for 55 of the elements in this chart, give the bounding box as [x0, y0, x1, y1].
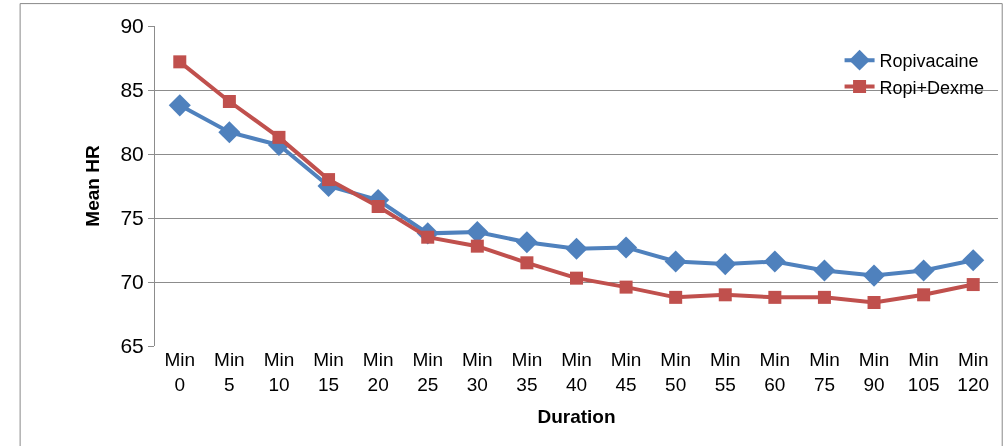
- x-axis-title: Duration: [537, 405, 616, 427]
- point: [867, 295, 881, 309]
- x-tick-label: Min 40: [561, 349, 592, 395]
- point: [669, 290, 683, 304]
- point: [615, 236, 638, 259]
- point: [862, 264, 886, 287]
- point: [962, 249, 985, 272]
- x-tick-label: Min 25: [412, 349, 444, 395]
- point: [520, 256, 534, 270]
- x-tick-label: Min 50: [660, 349, 691, 395]
- x-tick-label: Min 105: [907, 349, 940, 395]
- y-tick-label: 90: [120, 14, 144, 38]
- point: [222, 95, 236, 109]
- point: [966, 278, 980, 292]
- point: [371, 199, 385, 213]
- y-axis-title: Mean HR: [82, 145, 104, 227]
- x-tick-label: Min 35: [511, 349, 543, 395]
- x-tick-label: Min 15: [313, 349, 344, 395]
- point: [565, 237, 588, 260]
- x-tick-label: Min 45: [610, 349, 642, 395]
- y-tick-label: 85: [120, 78, 144, 102]
- x-tick-label: Min 10: [263, 349, 295, 395]
- y-tick-label: 80: [120, 142, 144, 166]
- point: [917, 288, 931, 302]
- point: [768, 290, 782, 304]
- point: [817, 290, 831, 304]
- point: [664, 250, 687, 273]
- point: [218, 121, 241, 144]
- x-tick-label: Min 90: [858, 349, 890, 395]
- x-tick-label: Min 30: [462, 349, 493, 395]
- point: [168, 94, 191, 117]
- point: [763, 250, 786, 273]
- point: [619, 280, 633, 294]
- x-tick-label: Min 20: [362, 349, 394, 395]
- x-tick-label: Min 0: [164, 349, 196, 395]
- x-tick-label: Min 120: [957, 349, 990, 395]
- point: [714, 253, 737, 276]
- x-tick-label: Min 55: [709, 349, 741, 395]
- x-tick-label: Min 60: [759, 349, 791, 395]
- x-tick-label: Min 75: [809, 349, 840, 395]
- point: [470, 239, 484, 253]
- point: [515, 231, 538, 254]
- y-tick-label: 65: [120, 334, 144, 358]
- legend-label: Ropi+Dexme: [879, 77, 985, 98]
- x-tick-label: Min 5: [214, 349, 245, 395]
- y-tick-label: 70: [120, 270, 144, 294]
- point: [570, 271, 583, 285]
- point: [272, 130, 286, 144]
- point: [912, 259, 935, 282]
- point: [718, 288, 732, 302]
- y-tick-label: 75: [120, 206, 144, 230]
- point: [322, 173, 336, 187]
- point: [813, 259, 836, 282]
- legend-label: Ropivacaine: [879, 51, 979, 72]
- point: [173, 55, 187, 69]
